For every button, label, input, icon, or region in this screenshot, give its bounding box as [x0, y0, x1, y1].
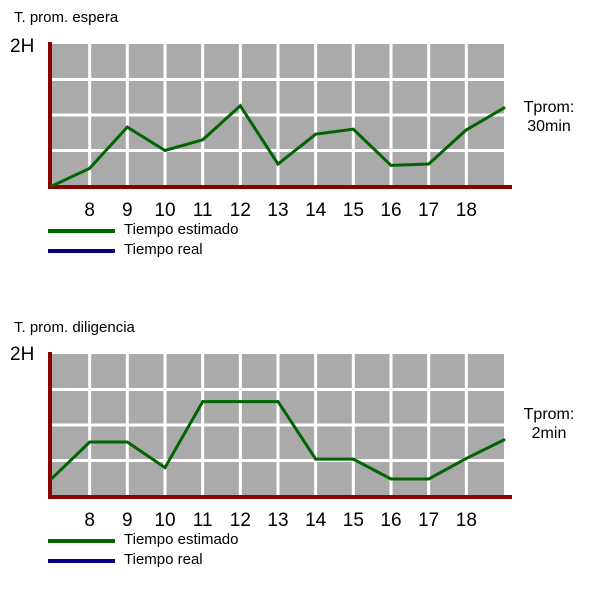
data-point	[389, 477, 393, 481]
chart-panel-espera: T. prom. espera 2H 8 9 10 11 12 13 14 15 16 17 18 …	[0, 0, 600, 290]
data-point	[163, 149, 167, 152]
data-point	[427, 477, 431, 481]
data-point	[201, 400, 205, 404]
x-tick-label: 12	[230, 510, 251, 531]
data-point	[464, 456, 468, 460]
x-tick-label: 17	[418, 510, 439, 531]
tprom-value: 2min	[531, 425, 567, 442]
tprom-caption: Tprom:	[523, 406, 575, 423]
line-chart-espera: 8 9 10 11 12 13 14 15 16 17 18	[48, 42, 512, 221]
x-tick-label: 16	[380, 200, 401, 221]
data-point	[351, 127, 355, 131]
data-point	[88, 166, 92, 170]
legend-swatch	[48, 559, 115, 563]
data-point	[276, 162, 280, 166]
legend-label: Tiempo real	[124, 241, 203, 258]
x-tick-label: 14	[305, 510, 327, 531]
data-point	[201, 138, 205, 142]
x-tick-label: 10	[154, 510, 175, 531]
y-max-label: 2H	[10, 36, 35, 57]
data-point	[50, 184, 54, 188]
data-point	[125, 125, 129, 129]
x-tick-label: 12	[230, 200, 251, 221]
x-tick-label: 18	[456, 200, 477, 221]
tprom-value: 30min	[527, 118, 571, 135]
data-point	[314, 132, 318, 136]
legend-swatch	[48, 249, 115, 253]
data-point	[163, 466, 167, 470]
tprom-label: Tprom: 2min	[508, 405, 590, 443]
data-point	[125, 440, 129, 444]
x-tick-label: 9	[122, 200, 133, 221]
x-tick-label: 9	[122, 510, 133, 531]
x-tick-label: 18	[456, 510, 477, 531]
line-chart-diligencia: 8 9 10 11 12 13 14 15 16 17 18	[48, 352, 512, 531]
legend-swatch	[48, 539, 115, 543]
x-tick-label: 15	[343, 510, 364, 531]
chart-panel-diligencia: T. prom. diligencia 2H 8 9 10 11 12 13 14 15 16 1…	[0, 310, 600, 600]
data-point	[502, 438, 506, 442]
data-point	[314, 457, 318, 461]
chart-title: T. prom. espera	[14, 9, 119, 26]
x-tick-label: 8	[84, 510, 95, 531]
data-point	[427, 162, 431, 166]
data-point	[88, 440, 92, 444]
x-tick-label: 13	[267, 200, 288, 221]
tprom-caption: Tprom:	[523, 99, 575, 116]
legend-swatch	[48, 229, 115, 233]
x-tick-label: 17	[418, 200, 439, 221]
data-point	[276, 400, 280, 404]
x-tick-label: 11	[193, 510, 213, 531]
x-tick-label: 8	[84, 200, 95, 221]
legend-label: Tiempo real	[124, 551, 203, 568]
x-tick-label: 13	[267, 510, 288, 531]
data-point	[238, 104, 242, 108]
data-point	[351, 457, 355, 461]
chart-title: T. prom. diligencia	[14, 319, 135, 336]
y-max-label: 2H	[10, 344, 35, 365]
data-point	[50, 476, 54, 480]
x-tick-label: 16	[380, 510, 401, 531]
x-tick-label: 15	[343, 200, 364, 221]
legend-label: Tiempo estimado	[124, 531, 239, 548]
x-tick-label: 14	[305, 200, 327, 221]
data-point	[389, 163, 393, 167]
x-tick-label: 11	[193, 200, 213, 221]
legend-label: Tiempo estimado	[124, 221, 239, 238]
data-point	[502, 106, 506, 110]
data-point	[238, 400, 242, 404]
tprom-label: Tprom: 30min	[508, 98, 590, 136]
x-tick-label: 10	[154, 200, 175, 221]
data-point	[464, 128, 468, 132]
